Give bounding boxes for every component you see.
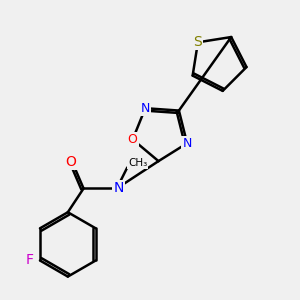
Text: S: S [194,35,202,49]
Text: O: O [65,155,76,169]
Text: O: O [128,133,138,146]
Text: F: F [26,254,34,268]
Text: N: N [182,137,192,150]
Text: N: N [113,182,124,196]
Text: CH₃: CH₃ [128,158,147,168]
Text: N: N [141,102,150,115]
